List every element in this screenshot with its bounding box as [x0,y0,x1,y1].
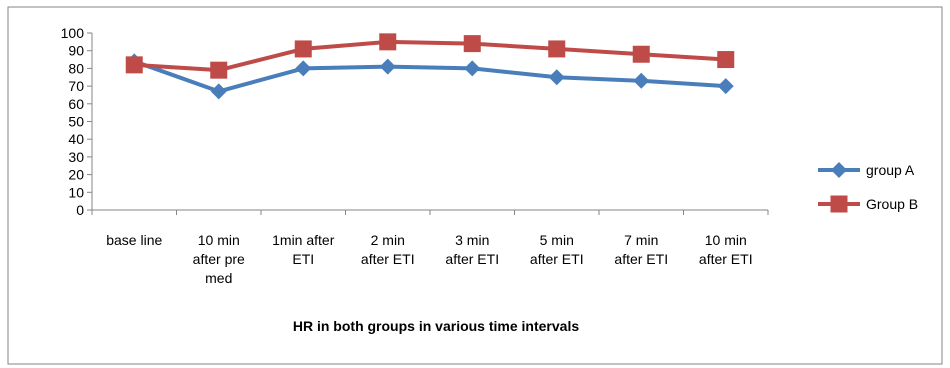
data-point-group-b [548,40,566,58]
legend-label: Group B [866,196,918,212]
data-point-group-b [294,40,312,58]
chart-title: HR in both groups in various time interv… [293,318,579,334]
x-tick-label: 3 min after ETI [445,232,499,267]
data-point-group-a [717,78,734,95]
series-line-group-a [132,59,728,94]
x-tick-label: 10 min after ETI [699,232,753,267]
y-tick-label: 0 [76,202,84,218]
data-point-group-b [210,61,228,79]
data-point-group-a [464,60,481,77]
legend-label: group A [866,162,915,178]
x-tick-label: 5 min after ETI [530,232,584,267]
y-tick-label: 40 [68,131,84,147]
data-point-group-a [210,83,227,100]
y-tick-label: 70 [68,78,84,94]
data-point-group-a [548,69,565,86]
legend-marker [830,195,848,213]
y-tick-label: 30 [68,149,84,165]
data-point-group-b [379,33,397,51]
data-point-group-a [633,72,650,89]
y-tick-label: 60 [68,96,84,112]
legend: group A Group B [818,162,918,213]
legend-marker [831,162,847,178]
data-point-group-b [717,51,735,69]
y-tick-label: 100 [61,25,85,41]
data-point-group-b [632,45,650,63]
y-tick-label: 20 [68,167,84,183]
y-tick-label: 10 [68,184,84,200]
x-tick-label: 7 min after ETI [614,232,668,267]
series-line-group-b [132,39,728,73]
y-tick-label: 50 [68,114,84,130]
data-point-group-a [379,58,396,75]
data-point-group-a [295,60,312,77]
data-point-group-b [463,35,481,53]
x-tick-label: 2 min after ETI [361,232,415,267]
x-tick-label: 10 min after pre med [193,232,245,286]
y-tick-label: 80 [68,60,84,76]
data-point-group-b [125,56,143,74]
x-tick-label: base line [106,232,162,248]
chart-border [7,6,943,365]
y-tick-label: 90 [68,43,84,59]
x-tick-label: 1min after ETI [272,232,335,267]
